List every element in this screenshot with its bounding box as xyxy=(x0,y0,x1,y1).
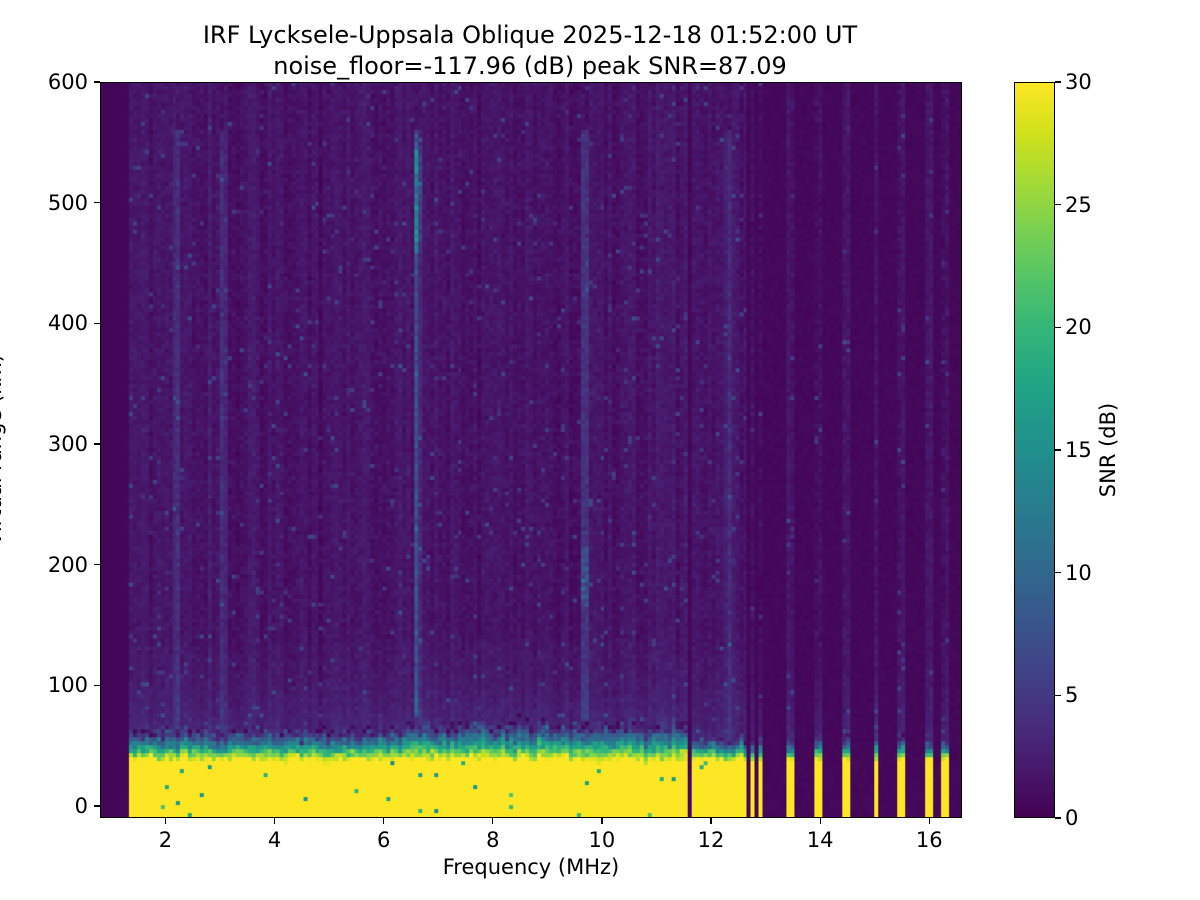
x-tick-mark xyxy=(492,818,494,824)
colorbar-tick-label: 0 xyxy=(1065,806,1079,830)
colorbar xyxy=(1014,82,1055,818)
y-tick-label: 0 xyxy=(74,793,88,818)
x-tick-label: 6 xyxy=(377,828,391,852)
y-tick-label: 400 xyxy=(47,311,88,336)
x-tick-mark xyxy=(928,818,930,824)
y-tick-mark xyxy=(94,81,100,83)
colorbar-gradient xyxy=(1015,83,1054,817)
y-axis-label: Virtual range (km) xyxy=(0,353,6,547)
x-tick-label: 12 xyxy=(697,828,725,852)
x-tick-label: 14 xyxy=(806,828,834,852)
x-tick-mark xyxy=(273,818,276,824)
x-tick-mark xyxy=(164,818,167,824)
y-tick-mark xyxy=(94,202,100,204)
y-tick-mark xyxy=(94,443,100,445)
y-tick-mark xyxy=(94,322,100,324)
colorbar-tick-mark xyxy=(1055,326,1061,328)
colorbar-tick-label: 20 xyxy=(1065,315,1092,340)
x-tick-label: 10 xyxy=(588,828,616,852)
x-tick-label: 4 xyxy=(267,828,282,852)
title-line-1: IRF Lycksele-Uppsala Oblique 2025-12-18 … xyxy=(202,21,858,49)
x-tick-label: 16 xyxy=(915,828,943,852)
colorbar-tick-label: 30 xyxy=(1065,70,1092,94)
x-tick-mark xyxy=(819,818,821,824)
y-tick-label: 300 xyxy=(47,431,88,456)
colorbar-tick-label: 5 xyxy=(1065,683,1079,708)
plot-area xyxy=(100,82,962,818)
x-tick-mark xyxy=(601,818,603,824)
y-tick-mark xyxy=(94,563,100,566)
colorbar-tick-mark xyxy=(1055,81,1061,83)
y-tick-label: 100 xyxy=(47,673,88,698)
colorbar-tick-label: 10 xyxy=(1065,560,1092,585)
figure-title: IRF Lycksele-Uppsala Oblique 2025-12-18 … xyxy=(0,20,1060,82)
y-tick-label: 200 xyxy=(47,552,88,577)
title-line-2: noise_floor=-117.96 (dB) peak SNR=87.09 xyxy=(273,52,787,80)
x-tick-mark xyxy=(383,818,385,824)
colorbar-tick-mark xyxy=(1055,817,1061,819)
x-axis-label: Frequency (MHz) xyxy=(442,855,620,879)
colorbar-tick-mark xyxy=(1055,449,1061,451)
y-tick-label: 500 xyxy=(47,190,88,215)
colorbar-tick-label: 25 xyxy=(1065,192,1092,217)
colorbar-tick-label: 15 xyxy=(1065,438,1092,462)
x-tick-label: 8 xyxy=(486,828,500,852)
colorbar-label: SNR (dB) xyxy=(1096,402,1120,498)
ionogram-heatmap xyxy=(101,83,961,817)
y-tick-label: 600 xyxy=(47,70,88,94)
colorbar-tick-mark xyxy=(1055,572,1061,574)
y-tick-mark xyxy=(94,684,100,686)
colorbar-tick-mark xyxy=(1055,694,1061,696)
colorbar-tick-mark xyxy=(1055,204,1061,206)
y-tick-mark xyxy=(94,805,100,807)
x-tick-mark xyxy=(710,818,712,824)
x-tick-label: 2 xyxy=(158,828,173,852)
